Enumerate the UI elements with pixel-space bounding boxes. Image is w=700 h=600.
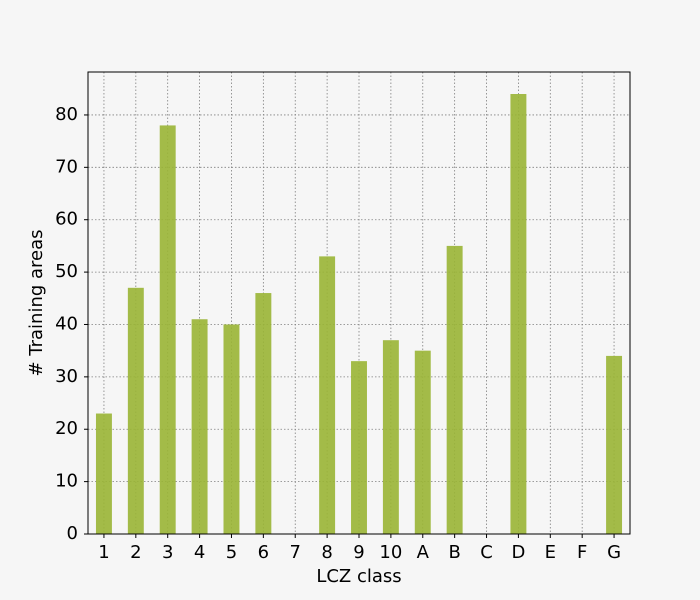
x-tick-label: 5: [226, 542, 237, 563]
x-tick-label: 7: [290, 542, 301, 563]
y-tick-label: 20: [55, 418, 78, 439]
x-tick-label: 8: [321, 542, 332, 563]
y-tick-label: 0: [67, 523, 78, 544]
bar: [510, 94, 527, 534]
y-tick-label: 80: [55, 104, 78, 125]
x-tick-label: G: [607, 542, 621, 563]
bar: [255, 293, 272, 534]
x-tick-label: D: [511, 542, 525, 563]
x-tick-label: 9: [353, 542, 364, 563]
x-tick-label: 4: [194, 542, 205, 563]
bar: [414, 350, 431, 534]
y-axis-label: # Training areas: [26, 229, 47, 376]
x-tick-label: C: [480, 542, 493, 563]
x-tick-label: 1: [98, 542, 109, 563]
x-tick-label: 3: [162, 542, 173, 563]
x-tick-label: 10: [379, 542, 402, 563]
bar: [606, 355, 623, 534]
x-tick-label: A: [417, 542, 430, 563]
y-tick-label: 10: [55, 471, 78, 492]
plot-frame: [87, 71, 631, 535]
x-tick-label: 6: [258, 542, 269, 563]
bar: [95, 413, 112, 534]
bar: [351, 361, 367, 534]
y-tick-label: 70: [55, 156, 78, 177]
bar: [159, 125, 176, 534]
x-tick-label: F: [577, 542, 587, 563]
x-tick-label: E: [545, 542, 556, 563]
x-axis-label: LCZ class: [316, 566, 401, 587]
y-tick-label: 60: [55, 209, 78, 230]
x-tick-label: B: [448, 542, 460, 563]
bar: [382, 340, 399, 534]
x-tick-label: 2: [130, 542, 141, 563]
bar: [127, 287, 144, 534]
bar: [223, 324, 240, 534]
bar: [191, 319, 208, 534]
bar: [319, 256, 336, 534]
y-tick-label: 50: [55, 261, 78, 282]
y-tick-label: 40: [55, 313, 78, 334]
y-tick-label: 30: [55, 366, 78, 387]
bar: [446, 245, 463, 534]
